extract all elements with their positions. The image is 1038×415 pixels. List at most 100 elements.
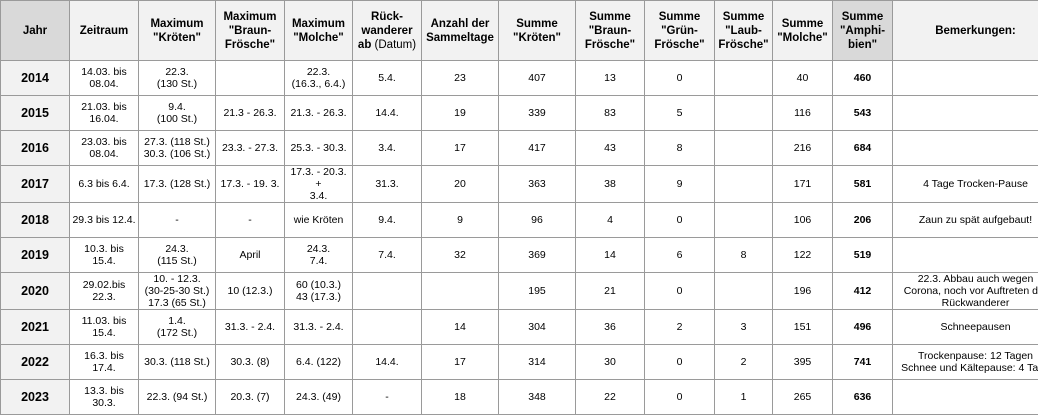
cell-jahr: 2016 [1,131,70,166]
cell-bemerkung [893,380,1038,415]
cell-max-kroeten: 1.4. (172 St.) [139,310,216,345]
cell-jahr: 2021 [1,310,70,345]
cell-sum-kroeten: 96 [499,203,576,238]
cell-sum-gruen: 6 [645,238,715,273]
cell-sum-laub: 2 [715,345,773,380]
cell-max-braun: 21.3 - 26.3. [216,96,285,131]
cell-sammeltage: 19 [422,96,499,131]
cell-sammeltage: 20 [422,166,499,203]
cell-sammeltage: 17 [422,345,499,380]
cell-sum-kroeten: 407 [499,61,576,96]
cell-zeitraum: 16.3. bis 17.4. [70,345,139,380]
header-zeitraum: Zeitraum [70,1,139,61]
cell-sum-laub [715,96,773,131]
cell-zeitraum: 21.03. bis 16.04. [70,96,139,131]
cell-rueck: 5.4. [353,61,422,96]
cell-sum-braun: 36 [576,310,645,345]
cell-max-molche: 31.3. - 2.4. [285,310,353,345]
cell-sum-gruen: 0 [645,273,715,310]
cell-max-braun: 17.3. - 19. 3. [216,166,285,203]
cell-max-kroeten: 22.3. (94 St.) [139,380,216,415]
cell-rueck: 7.4. [353,238,422,273]
cell-sum-molche: 395 [773,345,833,380]
cell-sum-kroeten: 369 [499,238,576,273]
cell-sum-amphibien: 636 [833,380,893,415]
cell-rueck: 14.4. [353,96,422,131]
cell-sammeltage: 17 [422,131,499,166]
cell-max-kroeten: 24.3. (115 St.) [139,238,216,273]
cell-bemerkung: Trockenpause: 12 Tagen Schnee und Kältep… [893,345,1038,380]
cell-sammeltage: 18 [422,380,499,415]
cell-rueck: 3.4. [353,131,422,166]
cell-zeitraum: 11.03. bis 15.4. [70,310,139,345]
cell-sum-kroeten: 304 [499,310,576,345]
cell-max-kroeten: - [139,203,216,238]
cell-zeitraum: 14.03. bis 08.04. [70,61,139,96]
cell-sum-molche: 116 [773,96,833,131]
cell-max-molche: 17.3. - 20.3. + 3.4. [285,166,353,203]
cell-sum-braun: 83 [576,96,645,131]
cell-sum-laub [715,166,773,203]
header-row: Jahr Zeitraum Maximum "Kröten" Maximum "… [1,1,1038,61]
cell-sum-kroeten: 339 [499,96,576,131]
cell-rueck [353,273,422,310]
cell-jahr: 2022 [1,345,70,380]
header-jahr: Jahr [1,1,70,61]
cell-max-kroeten: 30.3. (118 St.) [139,345,216,380]
cell-sum-molche: 122 [773,238,833,273]
cell-sum-molche: 151 [773,310,833,345]
cell-sammeltage: 23 [422,61,499,96]
cell-max-braun: 10 (12.3.) [216,273,285,310]
cell-sum-kroeten: 348 [499,380,576,415]
cell-max-braun: 30.3. (8) [216,345,285,380]
cell-rueck: - [353,380,422,415]
cell-sum-amphibien: 543 [833,96,893,131]
cell-bemerkung: Schneepausen [893,310,1038,345]
cell-zeitraum: 29.02.bis 22.3. [70,273,139,310]
cell-zeitraum: 6.3 bis 6.4. [70,166,139,203]
header-bemerkungen: Bemerkungen: [893,1,1038,61]
cell-max-kroeten: 22.3. (130 St.) [139,61,216,96]
cell-sum-gruen: 8 [645,131,715,166]
cell-sum-molche: 196 [773,273,833,310]
cell-sum-gruen: 5 [645,96,715,131]
cell-bemerkung [893,96,1038,131]
header-sum-amphibien: Summe "Amphi- bien" [833,1,893,61]
cell-sum-gruen: 0 [645,380,715,415]
cell-sum-kroeten: 314 [499,345,576,380]
cell-bemerkung: Zaun zu spät aufgebaut! [893,203,1038,238]
cell-rueck: 14.4. [353,345,422,380]
cell-sum-braun: 22 [576,380,645,415]
cell-max-braun: 31.3. - 2.4. [216,310,285,345]
cell-jahr: 2019 [1,238,70,273]
cell-sum-amphibien: 741 [833,345,893,380]
cell-sammeltage [422,273,499,310]
cell-max-kroeten: 17.3. (128 St.) [139,166,216,203]
cell-jahr: 2017 [1,166,70,203]
cell-sum-amphibien: 496 [833,310,893,345]
header-sum-laub: Summe "Laub- Frösche" [715,1,773,61]
header-max-kroeten: Maximum "Kröten" [139,1,216,61]
cell-zeitraum: 10.3. bis 15.4. [70,238,139,273]
header-rueckwanderer-sub: (Datum) [375,39,417,51]
cell-bemerkung: 4 Tage Trocken-Pause [893,166,1038,203]
cell-sum-laub [715,61,773,96]
cell-max-braun [216,61,285,96]
cell-max-molche: 21.3. - 26.3. [285,96,353,131]
cell-jahr: 2015 [1,96,70,131]
cell-bemerkung [893,61,1038,96]
cell-sum-amphibien: 412 [833,273,893,310]
cell-sum-laub [715,273,773,310]
cell-sum-laub: 1 [715,380,773,415]
cell-jahr: 2023 [1,380,70,415]
cell-sum-kroeten: 195 [499,273,576,310]
cell-sum-gruen: 0 [645,203,715,238]
cell-rueck: 9.4. [353,203,422,238]
cell-sum-kroeten: 363 [499,166,576,203]
cell-sum-braun: 30 [576,345,645,380]
